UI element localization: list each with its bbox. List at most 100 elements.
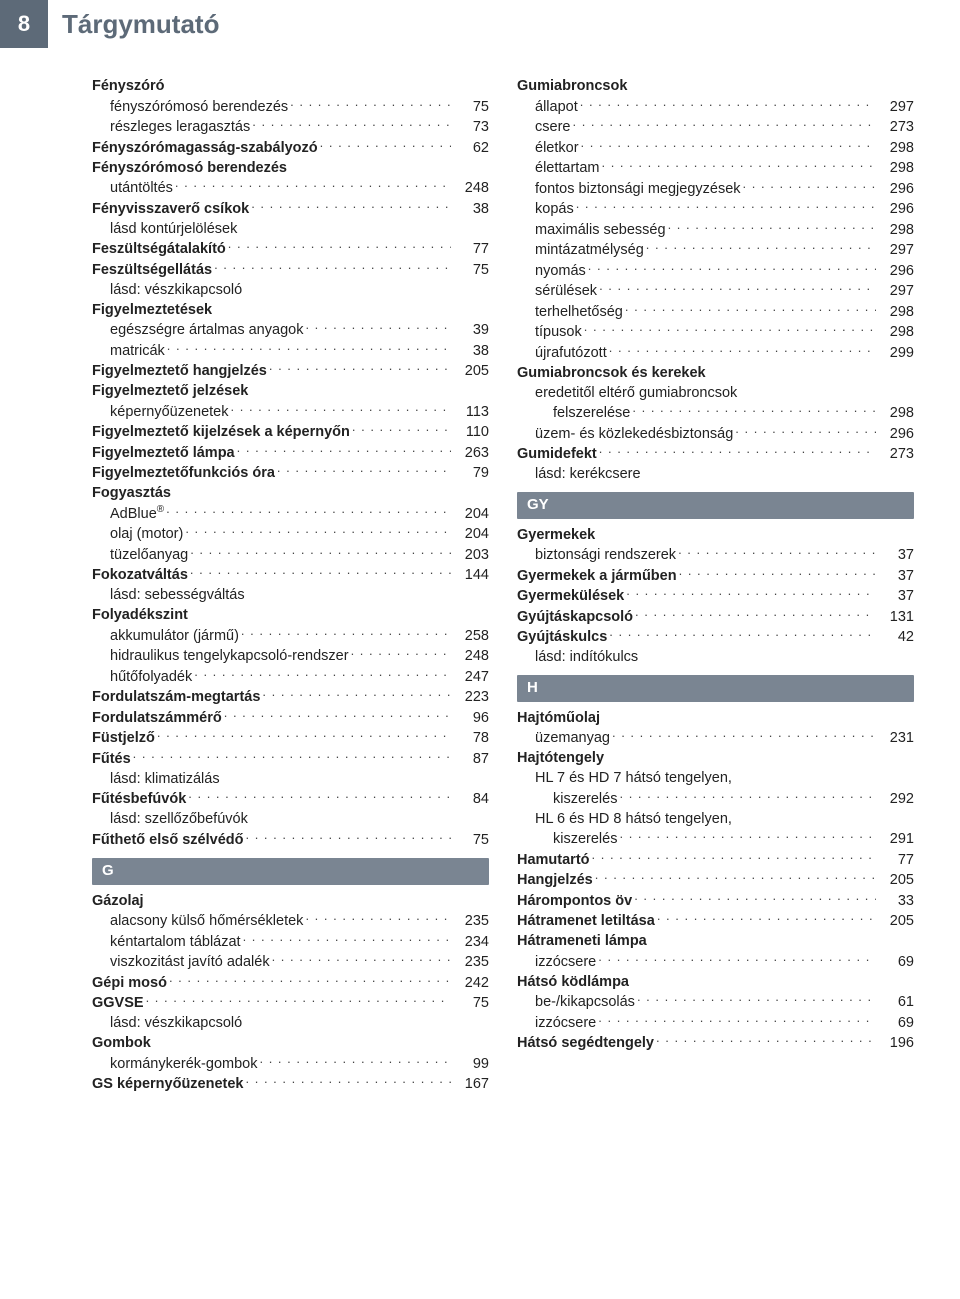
leader-dots — [609, 342, 876, 357]
index-heading: Figyelmeztetések — [92, 300, 489, 320]
page-ref: 196 — [878, 1033, 914, 1053]
page-ref: 38 — [453, 341, 489, 361]
page-ref: 242 — [453, 973, 489, 993]
entry-label: újrafutózott — [535, 343, 607, 363]
entry-label: lásd: kerékcsere — [535, 464, 641, 484]
index-entry: terhelhetőség298 — [517, 301, 914, 322]
page-ref: 75 — [453, 830, 489, 850]
page-ref: 113 — [453, 402, 489, 422]
leader-dots — [228, 239, 451, 254]
index-entry: Füstjelző78 — [92, 728, 489, 749]
entry-label: lásd: szellőzőbefúvók — [110, 809, 248, 829]
page-ref: 69 — [878, 1013, 914, 1033]
leader-dots — [601, 158, 876, 173]
entry-label: Fényvisszaverő csíkok — [92, 199, 249, 219]
entry-label: matricák — [110, 341, 165, 361]
entry-label: képernyőüzenetek — [110, 402, 229, 422]
entry-label: Figyelmeztető kijelzések a képernyőn — [92, 422, 350, 442]
leader-dots — [599, 444, 876, 459]
index-entry: Gyújtáskulcs42 — [517, 627, 914, 648]
entry-label: Gyújtáskapcsoló — [517, 607, 633, 627]
index-entry: tüzelőanyag203 — [92, 544, 489, 565]
page-ref: 263 — [453, 443, 489, 463]
page-ref: 77 — [453, 239, 489, 259]
leader-dots — [656, 1033, 876, 1048]
index-entry: fényszórómosó berendezés75 — [92, 96, 489, 117]
index-entry: GGVSE75 — [92, 993, 489, 1014]
page-ref: 231 — [878, 728, 914, 748]
leader-dots — [619, 829, 876, 844]
entry-label: utántöltés — [110, 178, 173, 198]
entry-label: eredetitől eltérő gumiabroncsok — [535, 383, 737, 403]
index-entry: élettartam298 — [517, 158, 914, 179]
index-heading: Fogyasztás — [92, 483, 489, 503]
page-ref: 62 — [453, 138, 489, 158]
page-ref: 37 — [878, 545, 914, 565]
entry-label: üzem- és közlekedésbiztonság — [535, 424, 733, 444]
index-entry: kopás296 — [517, 199, 914, 220]
entry-label: lásd kontúrjelölések — [110, 219, 237, 239]
index-note: lásd: szellőzőbefúvók — [92, 809, 489, 829]
entry-label: Feszültségellátás — [92, 260, 212, 280]
index-heading: Fényszóró — [92, 76, 489, 96]
leader-dots — [679, 565, 876, 580]
page-ref: 204 — [453, 524, 489, 544]
index-entry: izzócsere69 — [517, 1012, 914, 1033]
index-entry: viszkozitást javító adalék235 — [92, 952, 489, 973]
leader-dots — [619, 788, 876, 803]
index-entry: állapot297 — [517, 96, 914, 117]
entry-label: részleges leragasztás — [110, 117, 250, 137]
leader-dots — [668, 219, 876, 234]
index-note: lásd: kerékcsere — [517, 464, 914, 484]
index-note: eredetitől eltérő gumiabroncsok — [517, 383, 914, 403]
index-entry: részleges leragasztás 73 — [92, 117, 489, 138]
leader-dots — [246, 1074, 452, 1089]
leader-dots — [157, 728, 451, 743]
entry-label: Fűthető első szélvédő — [92, 830, 243, 850]
index-entry: be-/kikapcsolás61 — [517, 992, 914, 1013]
page-ref: 297 — [878, 240, 914, 260]
leader-dots — [251, 198, 451, 213]
leader-dots — [305, 911, 451, 926]
index-entry: Gyújtáskapcsoló 131 — [517, 606, 914, 627]
entry-label: biztonsági rendszerek — [535, 545, 676, 565]
entry-label: Gyermekek a járműben — [517, 566, 677, 586]
leader-dots — [735, 423, 876, 438]
entry-label: terhelhetőség — [535, 302, 623, 322]
leader-dots — [592, 849, 876, 864]
page-ref: 78 — [453, 728, 489, 748]
page-ref: 84 — [453, 789, 489, 809]
leader-dots — [609, 627, 876, 642]
page-ref: 205 — [878, 870, 914, 890]
page-ref: 234 — [453, 932, 489, 952]
entry-label: alacsony külső hőmérsékletek — [110, 911, 303, 931]
index-entry: hűtőfolyadék247 — [92, 666, 489, 687]
page-ref: 73 — [453, 117, 489, 137]
page-ref: 204 — [453, 504, 489, 524]
page-ref: 99 — [453, 1054, 489, 1074]
page-ref: 131 — [878, 607, 914, 627]
entry-label: kéntartalom táblázat — [110, 932, 241, 952]
page-ref: 298 — [878, 158, 914, 178]
page-number: 8 — [0, 0, 48, 48]
entry-label: fontos biztonsági megjegyzések — [535, 179, 741, 199]
leader-dots — [214, 259, 451, 274]
entry-label: AdBlue® — [110, 503, 164, 524]
page-ref: 37 — [878, 566, 914, 586]
entry-label: Figyelmeztető lámpa — [92, 443, 235, 463]
entry-label: típusok — [535, 322, 582, 342]
page-title-block: Tárgymutató — [48, 0, 960, 48]
entry-label: Fordulatszám-megtartás — [92, 687, 260, 707]
index-entry: újrafutózott299 — [517, 342, 914, 363]
entry-label: Gyermekek — [517, 525, 595, 545]
page-ref: 273 — [878, 117, 914, 137]
index-entry: életkor298 — [517, 137, 914, 158]
leader-dots — [743, 178, 876, 193]
page-ref: 298 — [878, 403, 914, 423]
index-entry: típusok298 — [517, 322, 914, 343]
entry-label: nyomás — [535, 261, 586, 281]
entry-label: lásd: sebességváltás — [110, 585, 245, 605]
entry-label: Hátrameneti lámpa — [517, 931, 647, 951]
page-ref: 291 — [878, 829, 914, 849]
index-heading: Gázolaj — [92, 891, 489, 911]
